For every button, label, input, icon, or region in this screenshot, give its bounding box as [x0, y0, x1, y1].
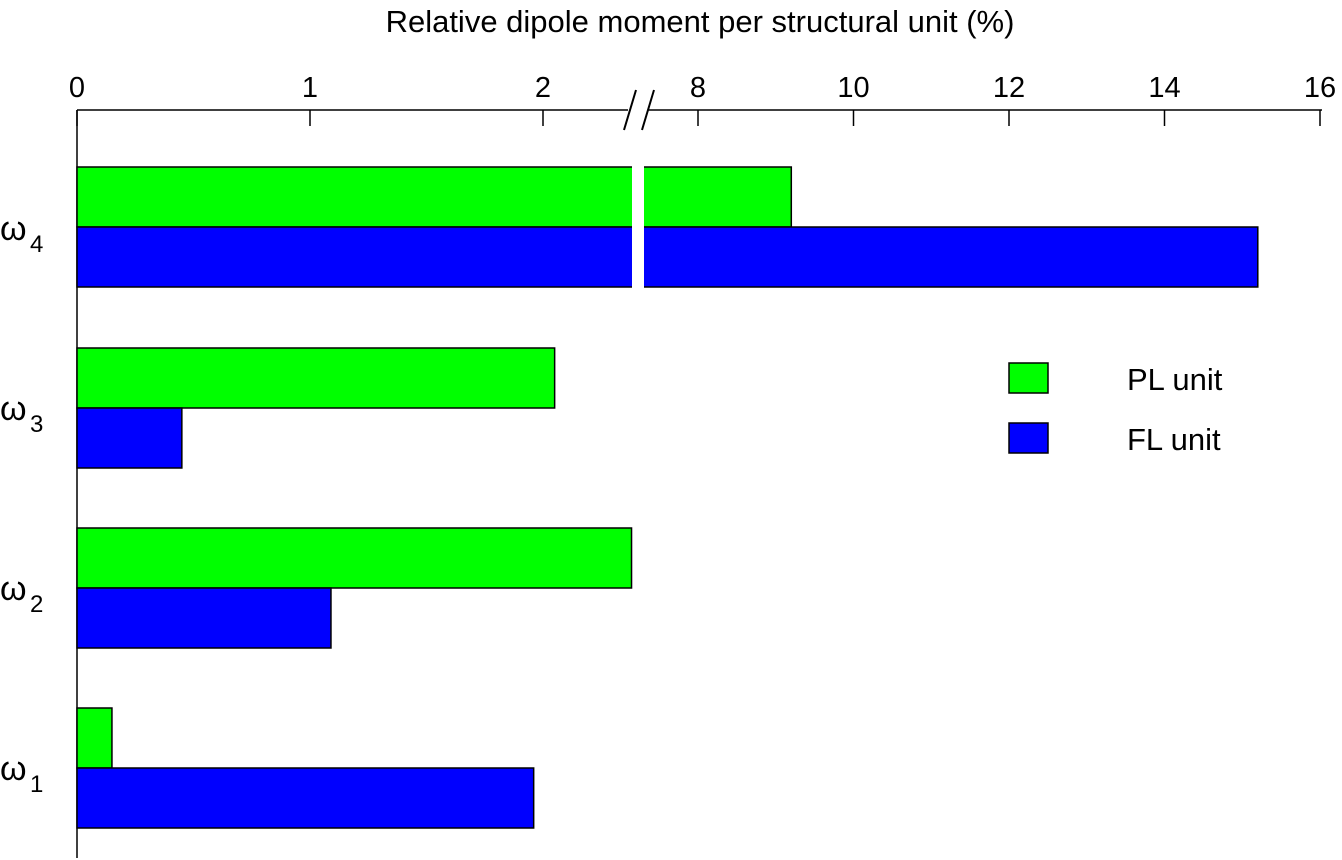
break-slash [623, 89, 637, 131]
x-tick-label: 8 [690, 72, 706, 104]
legend-label: FL unit [1127, 422, 1221, 457]
bars [76, 166, 1259, 829]
x-tick-label: 1 [302, 72, 318, 104]
x-tick-label: 12 [993, 72, 1025, 104]
bar-pl-unit [76, 166, 793, 228]
bar-fl-unit [76, 407, 183, 469]
legend-swatch [1008, 362, 1049, 394]
bar-fl-unit [76, 587, 332, 649]
category-label: ω [0, 750, 27, 788]
axis-break [623, 89, 655, 295]
x-tick-label: 10 [837, 72, 869, 104]
category-label-subscript: 3 [30, 411, 43, 438]
category-label-subscript: 1 [30, 771, 43, 798]
x-axis-title: Relative dipole moment per structural un… [386, 4, 1015, 39]
legend-swatch [1008, 422, 1049, 454]
legend: PL unit FL unit [1008, 362, 1223, 457]
category-label-subscript: 4 [30, 231, 43, 258]
bar-fl-unit [76, 767, 535, 829]
x-tick-label: 0 [69, 72, 85, 104]
legend-label: PL unit [1127, 362, 1223, 397]
category-label-subscript: 2 [30, 591, 43, 618]
bar-pl-unit [76, 347, 556, 409]
break-slash [641, 89, 655, 131]
category-label: ω [0, 570, 27, 608]
break-gap [632, 160, 644, 295]
x-tick-label: 2 [535, 72, 551, 104]
x-tick-label: 14 [1148, 72, 1180, 104]
category-labels: ω 4ω 3ω 2ω 1 [0, 210, 43, 798]
category-label: ω [0, 210, 27, 248]
x-ticks: 0 1 2 8 10 12 14 16 [69, 72, 1336, 126]
bar-pl-unit [76, 527, 633, 589]
break-axis-gap [628, 108, 648, 113]
bar-fl-unit [76, 226, 1259, 288]
bar-pl-unit [76, 707, 113, 769]
x-tick-label: 16 [1304, 72, 1336, 104]
category-label: ω [0, 390, 27, 428]
